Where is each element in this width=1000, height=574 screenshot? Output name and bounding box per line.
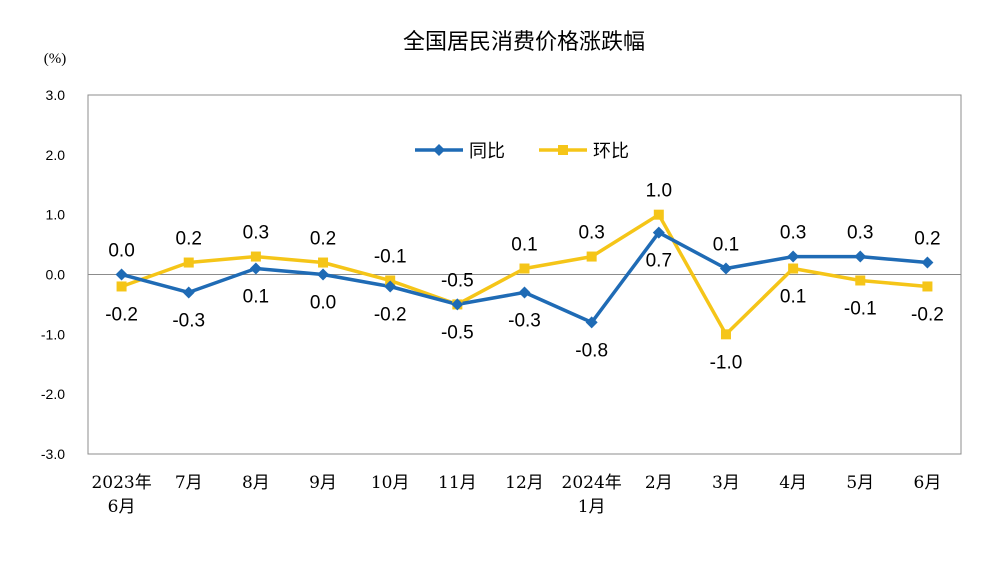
data-point-mom (318, 257, 329, 268)
data-point-mom (720, 329, 731, 340)
data-point-mom (116, 281, 127, 292)
legend-marker-yoy (433, 144, 445, 156)
x-tick-label: 1月 (578, 497, 606, 517)
data-label-mom: -0.1 (374, 246, 407, 267)
data-point-mom (519, 263, 530, 274)
y-unit-label: (%) (44, 51, 67, 67)
data-label-mom: 0.1 (511, 235, 537, 256)
data-point-mom (788, 263, 799, 274)
data-point-yoy (518, 286, 531, 299)
x-tick-label: 12月 (505, 473, 544, 493)
data-point-yoy (719, 262, 732, 275)
data-point-yoy (787, 250, 800, 263)
x-tick-label: 2024年 (562, 473, 622, 493)
x-tick-label: 4月 (779, 473, 807, 493)
data-point-yoy (182, 286, 195, 299)
data-label-mom: 0.2 (176, 229, 202, 250)
data-label-mom: 0.3 (243, 223, 269, 244)
chart-title: 全国居民消费价格涨跌幅 (403, 30, 645, 55)
data-point-yoy (585, 316, 598, 329)
y-tick-label: 3.0 (46, 87, 66, 103)
data-label-mom: -0.2 (911, 304, 944, 325)
data-label-mom: -0.1 (844, 298, 877, 319)
data-label-yoy: -0.3 (172, 310, 205, 331)
data-label-mom: -0.2 (105, 304, 138, 325)
legend-label-yoy: 同比 (469, 141, 505, 162)
data-label-yoy: 0.0 (310, 293, 336, 314)
y-tick-label: 2.0 (46, 147, 66, 163)
data-point-yoy (384, 280, 397, 293)
data-label-yoy: -0.3 (508, 310, 541, 331)
data-label-mom: 1.0 (646, 181, 672, 202)
legend-marker-mom (558, 145, 568, 155)
data-point-yoy (451, 298, 464, 311)
data-label-yoy: 0.3 (780, 223, 806, 244)
data-label-mom: -1.0 (710, 352, 743, 373)
data-point-yoy (115, 268, 128, 281)
data-label-yoy: 0.1 (243, 287, 269, 308)
x-tick-label: 5月 (846, 473, 874, 493)
data-label-yoy: -0.2 (374, 304, 407, 325)
data-label-mom: 0.3 (578, 223, 604, 244)
x-tick-label: 7月 (175, 473, 203, 493)
y-tick-label: 0.0 (46, 267, 66, 283)
x-tick-label: 2023年 (91, 473, 151, 493)
data-point-mom (183, 257, 194, 268)
y-tick-label: -3.0 (41, 446, 65, 462)
x-tick-label: 6月 (914, 473, 942, 493)
data-label-yoy: 0.3 (847, 223, 873, 244)
data-label-yoy: -0.8 (575, 340, 608, 361)
data-label-yoy: 0.2 (914, 229, 940, 250)
data-point-mom (250, 251, 261, 262)
data-point-yoy (921, 256, 934, 269)
data-label-yoy: 0.0 (108, 241, 134, 262)
y-tick-label: 1.0 (46, 207, 66, 223)
data-point-yoy (854, 250, 867, 263)
x-tick-label: 8月 (242, 473, 270, 493)
data-point-yoy (317, 268, 330, 281)
data-point-mom (922, 281, 933, 292)
x-tick-label: 2月 (645, 473, 673, 493)
data-point-mom (653, 209, 664, 220)
x-tick-label: 3月 (712, 473, 740, 493)
data-label-yoy: 0.7 (646, 251, 672, 272)
x-tick-label: 11月 (438, 473, 477, 493)
data-point-yoy (249, 262, 262, 275)
data-point-mom (586, 251, 597, 262)
data-point-yoy (652, 226, 665, 239)
x-tick-label: 6月 (108, 497, 136, 517)
legend-label-mom: 环比 (593, 141, 629, 162)
data-label-yoy: -0.5 (441, 322, 474, 343)
x-tick-label: 10月 (371, 473, 410, 493)
data-label-mom: 0.1 (780, 287, 806, 308)
data-point-mom (855, 275, 866, 286)
data-label-mom: 0.2 (310, 229, 336, 250)
x-tick-label: 9月 (309, 473, 337, 493)
y-tick-label: -1.0 (41, 326, 65, 342)
y-tick-label: -2.0 (41, 386, 65, 402)
data-label-mom: -0.5 (441, 270, 474, 291)
data-label-yoy: 0.1 (713, 235, 739, 256)
